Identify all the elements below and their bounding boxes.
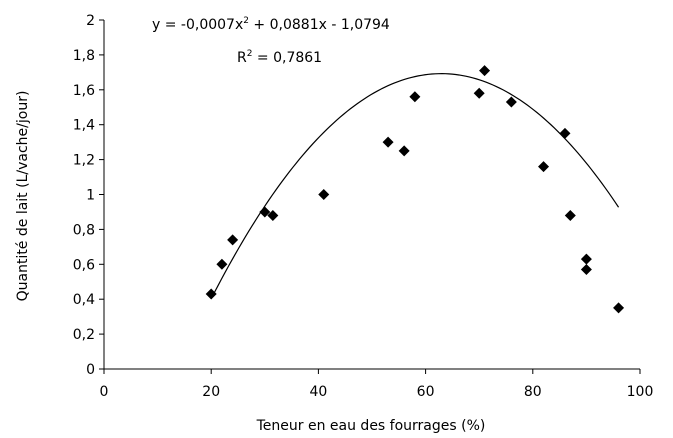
y-tick-label: 0,8 — [73, 222, 95, 238]
data-point — [473, 87, 485, 99]
tick-labels: 00,20,40,60,811,21,41,61,820 20 40 60 80 100 — [73, 13, 654, 400]
y-tick-label: 0,4 — [73, 292, 95, 308]
x-axis-title: Teneur en eau des fourrages (%) — [256, 418, 486, 434]
r2-exponent: 2 — [247, 49, 253, 59]
data-point — [267, 209, 279, 221]
y-tick-label: 1 — [86, 188, 95, 204]
data-point — [538, 161, 550, 173]
x-tick-label: 0 — [100, 384, 109, 400]
data-point — [613, 302, 625, 314]
equation-annotation: y = -0,0007x2 + 0,0881x - 1,0794 — [152, 16, 390, 33]
r2-prefix: R — [237, 50, 247, 66]
equation-suffix: + 0,0881x - 1,0794 — [249, 17, 390, 33]
data-point — [259, 206, 271, 218]
data-point — [382, 136, 394, 148]
x-tick-label: 60 — [417, 384, 435, 400]
axes — [99, 19, 641, 374]
data-point — [479, 65, 491, 77]
data-point — [216, 258, 228, 270]
data-point — [505, 96, 517, 108]
data-point — [398, 145, 410, 157]
equation-prefix: y = -0,0007x — [152, 17, 243, 33]
y-tick-label: 1,6 — [73, 83, 95, 99]
y-tick-label: 2 — [86, 13, 95, 29]
data-point — [580, 264, 592, 276]
data-point — [580, 253, 592, 265]
data-point — [205, 288, 217, 300]
r2-suffix: = 0,7861 — [252, 50, 322, 66]
y-tick-label: 1,8 — [73, 48, 95, 64]
x-tick-label: 100 — [627, 384, 654, 400]
data-point — [564, 209, 576, 221]
data-point — [318, 189, 330, 200]
trendline — [210, 73, 620, 300]
data-point — [559, 127, 571, 139]
y-axis-title: Quantité de lait (L/vache/jour) — [15, 91, 31, 302]
data-points — [205, 65, 625, 314]
data-point — [409, 91, 421, 103]
r2-annotation: R2 = 0,7861 — [237, 49, 322, 66]
x-tick-label: 80 — [524, 384, 542, 400]
y-tick-label: 0 — [86, 362, 95, 378]
data-point — [227, 234, 239, 246]
equation-exponent: 2 — [243, 16, 249, 26]
y-tick-label: 1,2 — [73, 153, 95, 169]
x-tick-label: 40 — [309, 384, 327, 400]
y-tick-label: 1,4 — [73, 118, 95, 134]
x-tick-label: 20 — [202, 384, 220, 400]
y-tick-label: 0,6 — [73, 257, 95, 273]
y-tick-label: 0,2 — [73, 327, 95, 343]
